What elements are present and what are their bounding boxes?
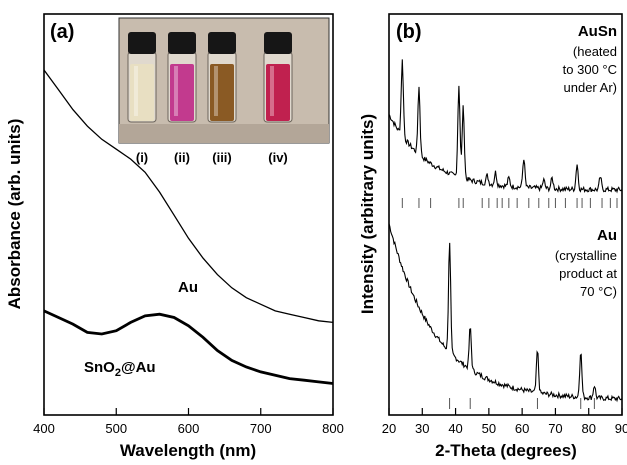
vial [167,32,197,123]
series-au-pattern [388,223,623,403]
annotation-ausn-line: (heated [573,44,617,59]
panel-b-y-axis-label: Intensity (arbitrary units) [358,114,377,314]
panel-b-label: (b) [396,21,422,43]
panel-a-label: (a) [50,21,74,43]
annotation-ausn-title: AuSn [578,23,617,40]
annotation-au-b: Au (crystalline product at 70 °C) [555,227,617,299]
vial-cap [168,32,196,54]
vial-cap [264,32,292,54]
vial-label: (iv) [268,150,288,165]
x-tick-label: 90 [615,421,627,436]
annotation-ausn: AuSn (heated to 300 °C under Ar) [563,23,617,95]
x-tick-label: 20 [382,421,396,436]
vial [127,32,157,123]
vial-cap [128,32,156,54]
x-tick-label: 600 [178,421,200,436]
x-tick-label: 30 [415,421,429,436]
annotation-au-b-title: Au [597,227,617,244]
annotation-au-b-line: 70 °C) [580,284,617,299]
x-tick-label: 50 [482,421,496,436]
annotation-ausn-line: under Ar) [564,80,617,95]
x-tick-label: 500 [105,421,127,436]
x-tick-label: 700 [250,421,272,436]
au-reference-ticks [449,398,595,409]
panel-b-x-axis-label: 2-Theta (degrees) [435,441,577,460]
x-tick-label: 80 [581,421,595,436]
vial-label: (iii) [212,150,232,165]
annotation-au-b-line: product at [559,266,617,281]
panel-b: 20 30 40 50 60 70 80 90 (b) 2-Theta (degrees) I… [358,13,627,460]
vial-cap [208,32,236,54]
ausn-reference-ticks [401,198,618,208]
panel-b-frame [388,13,623,416]
inset-photo: (i) (ii) (iii) (iv) [118,17,330,165]
vial [207,32,237,123]
x-tick-label: 60 [515,421,529,436]
x-tick-label: 70 [548,421,562,436]
annotation-ausn-line: to 300 °C [563,62,617,77]
annotation-au-b-line: (crystalline [555,248,617,263]
vial [263,32,293,123]
x-tick-label: 800 [322,421,344,436]
panel-b-x-ticks: 20 30 40 50 60 70 80 90 [382,408,627,436]
vials [127,32,293,123]
panel-a: 400 500 600 700 800 (a) Wavelength (nm) Abso… [5,13,344,460]
x-tick-label: 400 [33,421,55,436]
panel-a-x-axis-label: Wavelength (nm) [120,441,256,460]
series-ausn-pattern [388,59,623,194]
vial-labels: (i) (ii) (iii) (iv) [136,150,288,165]
x-tick-label: 40 [448,421,462,436]
vial-label: (ii) [174,150,190,165]
annotation-sno2au: SnO2@Au [84,359,156,379]
series-sno2au-line [43,309,334,385]
panel-a-x-ticks: 400 500 600 700 800 [33,408,344,436]
vial-label: (i) [136,150,148,165]
annotation-au: Au [178,279,198,296]
panel-a-y-axis-label: Absorbance (arb. units) [5,119,24,310]
inset-table-surface [119,124,329,143]
series-au-line [43,69,334,324]
